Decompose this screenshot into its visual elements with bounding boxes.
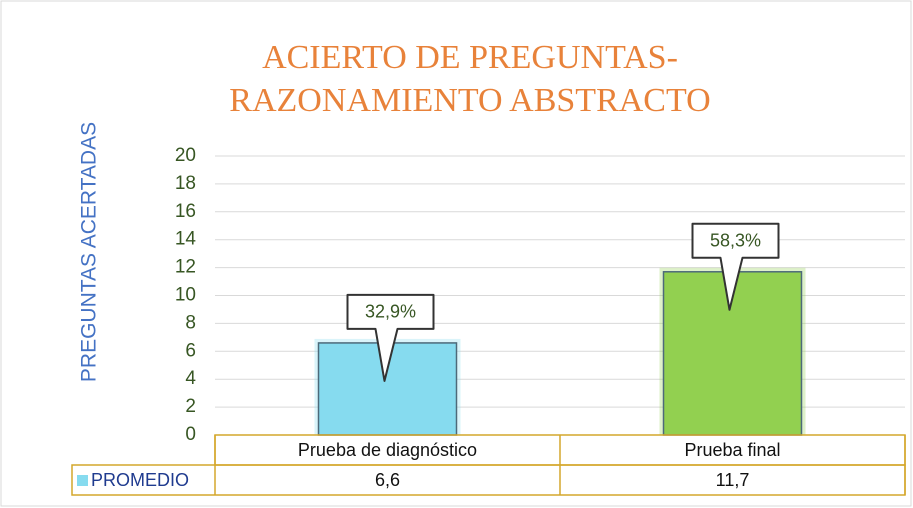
y-tick-label: 12 bbox=[175, 257, 196, 278]
table-value: 11,7 bbox=[716, 470, 750, 490]
x-tick-label: Prueba de diagnóstico bbox=[298, 440, 477, 460]
chart-title: RAZONAMIENTO ABSTRACTO bbox=[229, 82, 710, 119]
y-tick-label: 16 bbox=[175, 201, 196, 222]
y-tick-label: 6 bbox=[185, 340, 196, 361]
table-value: 6,6 bbox=[375, 470, 400, 490]
y-tick-label: 8 bbox=[185, 312, 196, 333]
y-tick-label: 20 bbox=[175, 145, 196, 166]
legend-label: PROMEDIO bbox=[91, 470, 189, 490]
x-tick-label: Prueba final bbox=[684, 440, 780, 460]
y-tick-label: 0 bbox=[185, 424, 196, 445]
chart-title: ACIERTO DE PREGUNTAS- bbox=[262, 39, 678, 76]
y-tick-label: 4 bbox=[185, 368, 196, 389]
y-tick-label: 14 bbox=[175, 229, 197, 250]
callout bbox=[691, 222, 780, 311]
y-tick-label: 18 bbox=[175, 173, 196, 194]
y-axis-label: PREGUNTAS ACERTADAS bbox=[78, 122, 101, 382]
annotation: 58,3% bbox=[710, 231, 761, 251]
y-tick-label: 10 bbox=[175, 285, 196, 306]
callout bbox=[346, 293, 435, 382]
y-tick-label: 2 bbox=[185, 396, 196, 417]
legend-key bbox=[77, 475, 88, 486]
annotation: 32,9% bbox=[365, 302, 416, 322]
